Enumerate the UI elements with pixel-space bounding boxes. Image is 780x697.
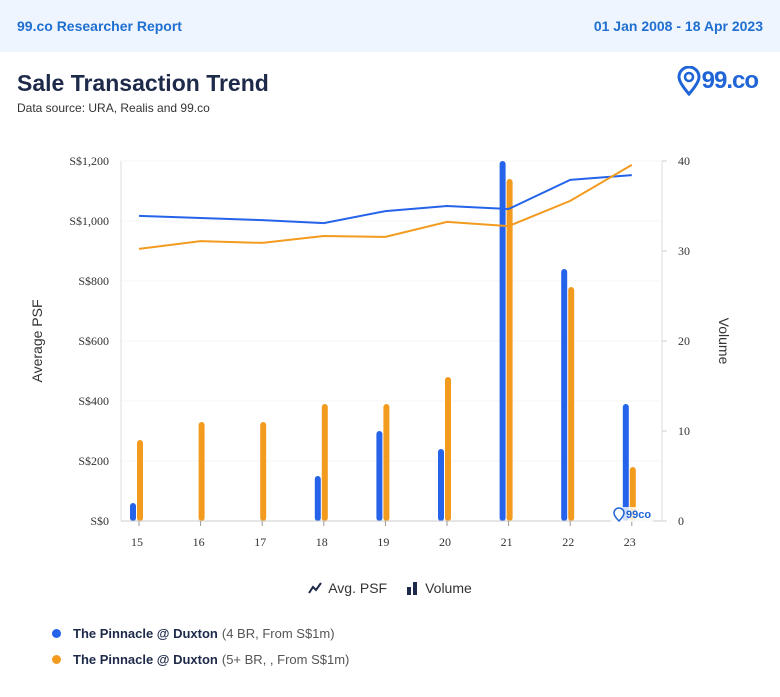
report-title: 99.co Researcher Report	[17, 18, 182, 34]
x-tick-label: 23	[624, 535, 636, 549]
volume-bar	[137, 440, 143, 521]
y2-axis-label: Volume	[716, 318, 732, 365]
volume-bar	[260, 422, 267, 521]
x-tick-label: 20	[439, 535, 451, 549]
volume-bar	[506, 179, 513, 521]
watermark-text: 99co	[626, 509, 651, 521]
series-color-dot	[52, 654, 61, 664]
series-legend-item[interactable]: The Pinnacle @ Duxton (5+ BR, , From S$1…	[52, 646, 349, 672]
series-detail: (4 BR, From S$1m)	[221, 625, 335, 641]
y-tick-label: S$600	[78, 334, 109, 348]
bar-chart-icon	[405, 581, 419, 595]
y-tick-label: S$1,200	[69, 154, 109, 168]
report-header-bar: 99.co Researcher Report 01 Jan 2008 - 18…	[0, 0, 780, 52]
logo-text: 99.co	[701, 67, 759, 94]
location-pin-icon	[677, 66, 701, 96]
volume-bar	[622, 404, 629, 521]
volume-bar	[198, 422, 205, 521]
volume-bar	[314, 476, 321, 521]
legend-volume-label: Volume	[425, 580, 472, 596]
x-tick-label: 16	[193, 535, 205, 549]
watermark-pin-icon	[613, 507, 625, 523]
brand-logo: 99.co	[676, 66, 759, 96]
legend-volume[interactable]: Volume	[405, 580, 472, 596]
psf-line	[138, 174, 632, 225]
y2-tick-label: 20	[678, 334, 690, 348]
y2-tick-label: 10	[678, 424, 690, 438]
page-title: Sale Transaction Trend	[17, 70, 269, 96]
y-tick-label: S$1,000	[69, 214, 109, 228]
series-legend-item[interactable]: The Pinnacle @ Duxton (4 BR, From S$1m)	[52, 620, 349, 646]
chart: S$0 S$200 S$400 S$600 S$800 S$1,000 S$1,200 0 10…	[29, 154, 732, 549]
y-tick-label: S$0	[90, 514, 109, 528]
y-tick-label: S$400	[78, 394, 109, 408]
x-tick-label: 15	[131, 535, 143, 549]
y-tick-label: S$200	[78, 454, 109, 468]
line-chart-icon	[308, 581, 323, 595]
watermark: 99co	[611, 507, 653, 523]
data-source: Data source: URA, Realis and 99.co	[17, 101, 210, 115]
x-tick-label: 21	[501, 535, 513, 549]
volume-bar	[321, 404, 328, 521]
y2-tick-label: 0	[678, 514, 684, 528]
volume-bar	[499, 161, 506, 521]
volume-bar	[376, 431, 383, 521]
y2-tick-label: 40	[678, 154, 690, 168]
series-name: The Pinnacle @ Duxton	[73, 651, 218, 667]
x-tick-label: 22	[562, 535, 574, 549]
volume-bar	[130, 503, 136, 521]
y-tick-label: S$800	[78, 274, 109, 288]
psf-line	[138, 164, 633, 250]
series-legend: The Pinnacle @ Duxton (4 BR, From S$1m) …	[52, 620, 349, 672]
volume-bar	[568, 287, 575, 521]
chart-header: Sale Transaction Trend Data source: URA,…	[0, 52, 780, 122]
y2-tick-label: 30	[678, 244, 690, 258]
y-axis-label: Average PSF	[29, 299, 45, 382]
series-color-dot	[52, 628, 61, 638]
series-detail: (5+ BR, , From S$1m)	[221, 651, 350, 667]
series-name: The Pinnacle @ Duxton	[73, 625, 218, 641]
volume-bar	[383, 404, 390, 521]
x-tick-label: 18	[316, 535, 328, 549]
volume-bar	[445, 377, 451, 521]
date-range: 01 Jan 2008 - 18 Apr 2023	[593, 18, 763, 34]
x-tick-label: 17	[254, 535, 266, 549]
x-tick-label: 19	[377, 535, 389, 549]
volume-bar	[561, 269, 568, 521]
volume-bar	[438, 449, 444, 521]
legend-avg-psf-label: Avg. PSF	[328, 580, 388, 596]
legend-avg-psf[interactable]: Avg. PSF	[308, 580, 387, 596]
chart-type-legend: Avg. PSF Volume	[0, 580, 780, 596]
